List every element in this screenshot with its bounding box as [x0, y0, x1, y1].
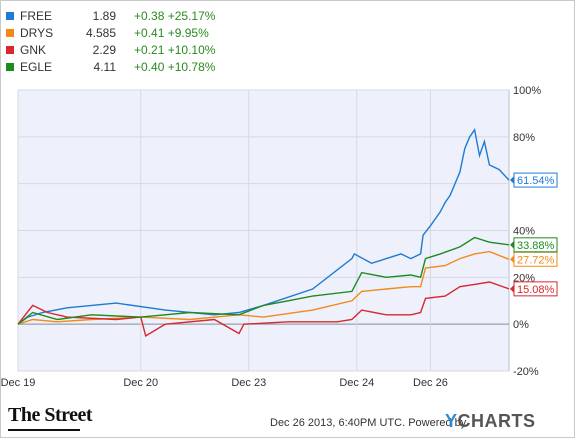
x-tick-label: Dec 26	[413, 377, 448, 389]
end-label-drys: 27.72%	[510, 251, 558, 267]
powered-by: Powered by	[408, 417, 467, 429]
ycharts-text: CHARTS	[457, 411, 536, 431]
end-label-text: 15.08%	[517, 284, 555, 296]
legend-change: +0.41 +9.95%	[134, 25, 209, 42]
series-line-egle	[17, 236, 510, 325]
ycharts-logo[interactable]: YCHARTS	[445, 411, 536, 432]
timestamp: Dec 26 2013, 6:40PM UTC.	[270, 417, 406, 429]
y-tick-label: 40%	[513, 226, 535, 238]
end-label-free: 61.54%	[510, 172, 558, 188]
legend-change-pct: +10.10%	[164, 43, 216, 57]
legend-price: 2.29	[92, 43, 116, 57]
end-label-pointer	[510, 240, 514, 249]
end-label-pointer	[510, 284, 514, 293]
end-label-text: 27.72%	[517, 254, 555, 266]
legend-price: 4.585	[85, 26, 116, 40]
y-tick-label: 100%	[513, 85, 541, 97]
legend-symbol: FREE	[20, 9, 53, 23]
end-label-text: 61.54%	[517, 175, 555, 187]
y-tick-label: 80%	[513, 132, 535, 144]
y-tick-label: -20%	[513, 366, 539, 378]
legend-change-abs: +0.40	[134, 60, 165, 74]
x-tick-label: Dec 24	[339, 377, 374, 389]
legend-item-free: FREE 1.89 +0.38 +25.17%	[6, 8, 246, 25]
legend-change: +0.21 +10.10%	[134, 42, 215, 59]
legend-price: 4.11	[93, 60, 116, 74]
legend-swatch	[6, 29, 14, 37]
end-label-text: 33.88%	[517, 240, 555, 252]
end-label-egle: 33.88%	[510, 237, 558, 253]
legend-item-drys: DRYS 4.585 +0.41 +9.95%	[6, 25, 246, 42]
legend-swatch	[6, 12, 14, 20]
series-line-gnk	[17, 281, 510, 337]
x-tick-label: Dec 23	[231, 377, 266, 389]
legend-change-abs: +0.41	[134, 26, 165, 40]
ycharts-y: Y	[445, 411, 458, 431]
y-tick-label: 20%	[513, 272, 535, 284]
legend-change-pct: +25.17%	[164, 9, 216, 23]
legend-symbol: GNK	[20, 43, 47, 57]
legend-item-gnk: GNK 2.29 +0.21 +10.10%	[6, 42, 246, 59]
thestreet-logo: The Street	[8, 404, 93, 431]
end-label-pointer	[510, 255, 514, 264]
x-tick-label: Dec 20	[123, 377, 158, 389]
legend-change: +0.40 +10.78%	[134, 59, 215, 76]
end-label-pointer	[510, 176, 514, 185]
legend-change-abs: +0.38	[134, 9, 165, 23]
legend-symbol: DRYS	[20, 26, 54, 40]
legend-swatch	[6, 63, 14, 71]
x-tick-label: Dec 19	[1, 377, 36, 389]
legend-change-pct: +10.78%	[164, 60, 216, 74]
legend-change-abs: +0.21	[134, 43, 165, 57]
legend-change: +0.38 +25.17%	[134, 8, 215, 25]
logo-underline	[8, 429, 80, 431]
legend: FREE 1.89 +0.38 +25.17% DRYS 4.585 +0.41 +9.9…	[6, 8, 246, 76]
legend-swatch	[6, 46, 14, 54]
end-label-gnk: 15.08%	[510, 281, 558, 297]
legend-item-egle: EGLE 4.11 +0.40 +10.78%	[6, 59, 246, 76]
y-tick-label: 0%	[513, 319, 529, 331]
legend-price: 1.89	[92, 9, 116, 23]
footer-caption: Dec 26 2013, 6:40PM UTC. Powered by	[270, 417, 466, 429]
legend-symbol: EGLE	[20, 60, 53, 74]
logo-text: The Street	[8, 404, 93, 426]
series-line-free	[17, 128, 510, 325]
legend-change-pct: +9.95%	[164, 26, 209, 40]
